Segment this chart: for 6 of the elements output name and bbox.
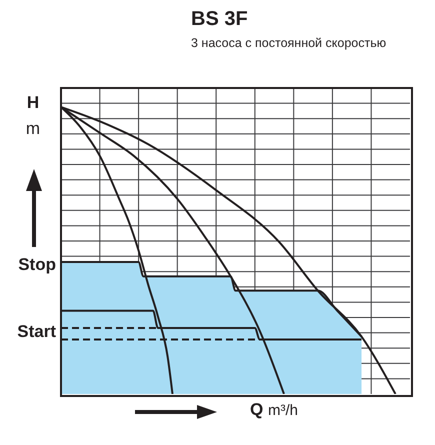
x-axis-title: Q m³/h — [250, 400, 298, 419]
text: Stop — [18, 254, 56, 276]
chart-subtitle: 3 насоса с постоянной скоростью — [191, 36, 386, 50]
y-axis-title: H m — [24, 92, 42, 140]
chart-title: BS 3F — [191, 8, 248, 31]
text: Start — [17, 321, 56, 343]
